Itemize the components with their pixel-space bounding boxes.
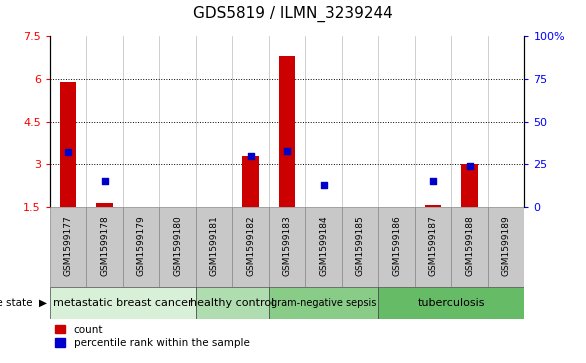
Text: GSM1599181: GSM1599181 (210, 215, 219, 276)
Text: tuberculosis: tuberculosis (418, 298, 485, 308)
Bar (196, 287, 269, 319)
Text: GSM1599179: GSM1599179 (137, 215, 145, 276)
Bar (50, 207, 86, 287)
Bar (60, 82, 76, 207)
Bar (233, 207, 269, 287)
Bar (196, 207, 233, 287)
Text: disease state  ▶: disease state ▶ (0, 298, 47, 308)
Text: GSM1599186: GSM1599186 (392, 215, 401, 276)
Text: GSM1599178: GSM1599178 (100, 215, 109, 276)
Bar (50, 287, 196, 319)
Text: GSM1599177: GSM1599177 (63, 215, 73, 276)
Bar (243, 156, 259, 207)
Text: GDS5819 / ILMN_3239244: GDS5819 / ILMN_3239244 (193, 5, 393, 22)
Text: GSM1599188: GSM1599188 (465, 215, 474, 276)
Text: gram-negative sepsis: gram-negative sepsis (271, 298, 376, 308)
Text: GSM1599182: GSM1599182 (246, 215, 255, 276)
Bar (451, 207, 488, 287)
Bar (462, 164, 478, 207)
Bar (123, 207, 159, 287)
Text: GSM1599187: GSM1599187 (429, 215, 438, 276)
Bar (86, 207, 123, 287)
Bar (269, 287, 379, 319)
Bar (379, 207, 415, 287)
Point (63, 150, 73, 155)
Text: metastatic breast cancer: metastatic breast cancer (53, 298, 193, 308)
Bar (488, 207, 524, 287)
Text: GSM1599185: GSM1599185 (356, 215, 364, 276)
Text: GSM1599180: GSM1599180 (173, 215, 182, 276)
Bar (269, 207, 305, 287)
Text: GSM1599184: GSM1599184 (319, 215, 328, 276)
Bar (159, 207, 196, 287)
Point (282, 148, 292, 154)
Bar (379, 287, 524, 319)
Bar (415, 207, 451, 287)
Point (100, 178, 109, 184)
Bar (96, 203, 113, 207)
Bar (305, 207, 342, 287)
Text: healthy control: healthy control (190, 298, 274, 308)
Bar (279, 56, 295, 207)
Text: GSM1599183: GSM1599183 (282, 215, 292, 276)
Point (319, 182, 328, 188)
Bar (342, 207, 379, 287)
Bar (425, 205, 441, 207)
Legend: count, percentile rank within the sample: count, percentile rank within the sample (55, 325, 250, 348)
Point (246, 153, 255, 159)
Point (465, 163, 475, 169)
Point (428, 178, 438, 184)
Text: GSM1599189: GSM1599189 (502, 215, 511, 276)
